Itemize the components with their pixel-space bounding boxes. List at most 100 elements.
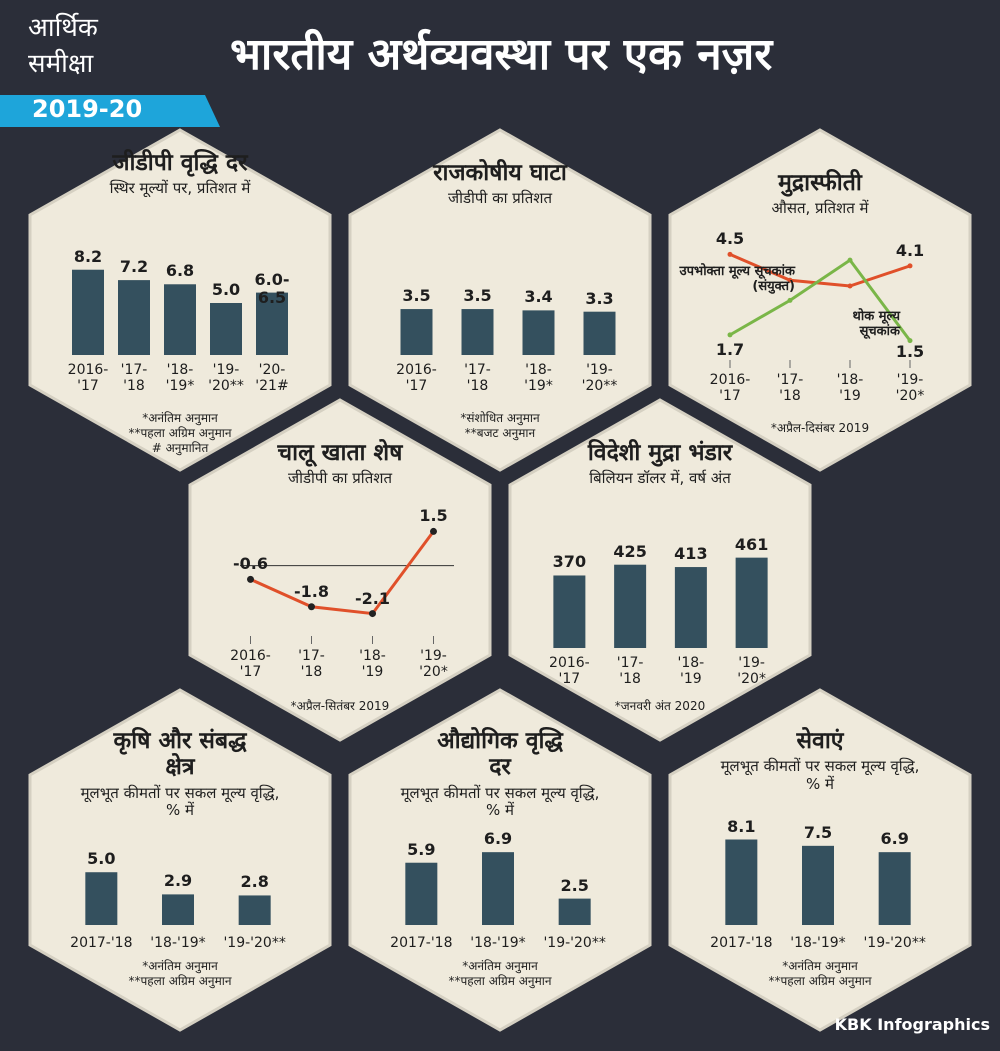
footnote: **बजट अनुमान: [464, 426, 536, 440]
credit: KBK Infographics: [834, 1015, 990, 1034]
line: [249, 530, 435, 616]
footnote: **पहला अग्रिम अनुमान: [128, 974, 232, 988]
panel-hexagon: [668, 128, 972, 472]
value-label: 6.9: [880, 829, 909, 849]
value-label: 4.5: [715, 229, 745, 249]
x-tick-label: 2016-'17: [67, 362, 109, 395]
panel-title: चालू खाता शेष: [277, 440, 403, 466]
value-label: 2.9: [163, 871, 193, 891]
x-tick-label: 2017-'18: [710, 935, 773, 951]
panel-title: कृषि और संबद्ध क्षेत्र: [113, 728, 247, 781]
panel-subtitle: मूलभूत कीमतों पर सकल मूल्य वृद्धि, % में: [80, 783, 280, 820]
value-label: 7.5: [803, 822, 833, 842]
panel-hexagon: [508, 398, 812, 742]
value-label: 6.0-6.5: [254, 269, 290, 307]
footnote: *अनंतिम अनुमान: [782, 959, 858, 973]
bar: [583, 311, 616, 355]
bar: [256, 292, 288, 355]
x-tick-label: '19-'20**: [208, 362, 244, 395]
point: [847, 257, 853, 263]
legend-label: उपभोक्ता मूल्य सूचकांक (संयुक्त): [679, 264, 795, 294]
panel-subtitle: मूलभूत कीमतों पर सकल मूल्य वृद्धि, % में: [720, 757, 920, 793]
value-label: 1.5: [419, 506, 448, 526]
point: [847, 283, 853, 289]
value-label: 5.0: [87, 849, 116, 869]
bar: [553, 575, 586, 648]
value-label: 8.1: [727, 816, 756, 836]
panel-header: चालू खाता शेष जीडीपी का प्रतिशत: [240, 440, 440, 492]
value-label: 3.5: [402, 286, 431, 306]
bar: [558, 898, 591, 925]
panel-title: औद्योगिक वृद्धि दर: [437, 728, 563, 781]
bar: [85, 872, 118, 925]
line: [729, 252, 911, 288]
footnote: *अनंतिम अनुमान: [142, 959, 218, 973]
panel-title: जीडीपी वृद्धि दर: [112, 150, 248, 176]
x-tick-label: 2017-'18: [70, 935, 133, 951]
value-label: 6.9: [483, 829, 513, 849]
x-tick-label: '19-'20*: [895, 372, 925, 405]
point: [727, 251, 733, 257]
panel-title: मुद्रास्फीती: [778, 170, 862, 196]
panel-title: सेवाएं: [796, 728, 844, 754]
bar: [614, 564, 647, 648]
point: [787, 277, 793, 283]
value-label: 6.8: [165, 261, 195, 281]
value-label: 4.1: [895, 240, 925, 260]
value-label: 7.2: [119, 257, 149, 277]
footnote: **पहला अग्रिम अनुमान: [448, 974, 552, 988]
panel-subtitle: मूलभूत कीमतों पर सकल मूल्य वृद्धि, % में: [400, 783, 600, 820]
value-label: 3.5: [463, 286, 492, 306]
footnote: *अप्रैल-दिसंबर 2019: [770, 421, 870, 435]
x-tick-label: '18-'19*: [524, 362, 553, 395]
x-tick-label: 2016-'17: [549, 655, 590, 688]
point: [907, 263, 913, 269]
point: [787, 297, 793, 303]
value-label: 1.7: [715, 339, 745, 359]
bar: [210, 303, 242, 355]
badge-line2: समीक्षा: [28, 49, 94, 79]
x-tick-label: '18-'19*: [790, 935, 846, 951]
x-tick-label: 2016-'17: [396, 362, 437, 395]
footnote: **पहला अग्रिम अनुमान: [128, 426, 232, 440]
panel-title: राजकोषीय घाटा: [433, 160, 567, 186]
panel-header: सेवाएं मूलभूत कीमतों पर सकल मूल्य वृद्धि,…: [720, 728, 920, 797]
value-label: 8.2: [73, 246, 103, 266]
x-tick-label: '17-'18: [298, 648, 325, 681]
footnote: *संशोधित अनुमान: [460, 411, 540, 425]
footnote: # अनुमानित: [151, 441, 209, 455]
x-tick-label: '18-'19: [677, 655, 705, 688]
point: [430, 527, 437, 535]
point: [907, 338, 913, 344]
x-tick-label: '17-'18: [120, 362, 148, 395]
point: [247, 575, 254, 583]
value-label: -1.8: [294, 581, 329, 601]
panel-title: विदेशी मुद्रा भंडार: [587, 440, 733, 466]
panel-header: मुद्रास्फीती औसत, प्रतिशत में: [720, 170, 920, 222]
year: 2019-20: [32, 95, 143, 123]
bar: [405, 862, 438, 925]
x-tick-label: '17-'18: [616, 655, 644, 688]
point: [369, 610, 376, 618]
value-label: 3.3: [585, 288, 614, 308]
value-label: 425: [613, 541, 647, 561]
x-tick-label: 2016-'17: [709, 372, 751, 405]
panel-header: औद्योगिक वृद्धि दर मूलभूत कीमतों पर सकल म…: [400, 728, 600, 823]
bar: [164, 284, 196, 355]
panel-header: राजकोषीय घाटा जीडीपी का प्रतिशत: [400, 160, 600, 212]
x-tick-label: '19-'20**: [543, 935, 606, 951]
x-tick-label: '18-'19: [836, 372, 864, 405]
x-tick-label: '19-'20*: [419, 648, 448, 681]
badge-line1: आर्थिक: [28, 13, 98, 43]
value-label: 5.0: [211, 280, 241, 299]
x-tick-label: 2017-'18: [390, 935, 453, 951]
footnote: **पहला अग्रिम अनुमान: [768, 974, 872, 988]
x-tick-label: '19-'20**: [863, 935, 926, 951]
footnote: *अनंतिम अनुमान: [462, 959, 538, 973]
x-tick-label: '18-'19: [359, 648, 386, 681]
value-label: 2.5: [560, 875, 589, 895]
bar: [878, 852, 911, 925]
panel-subtitle: स्थिर मूल्यों पर, प्रतिशत में: [109, 179, 251, 198]
panel-subtitle: बिलियन डॉलर में, वर्ष अंत: [589, 469, 731, 488]
